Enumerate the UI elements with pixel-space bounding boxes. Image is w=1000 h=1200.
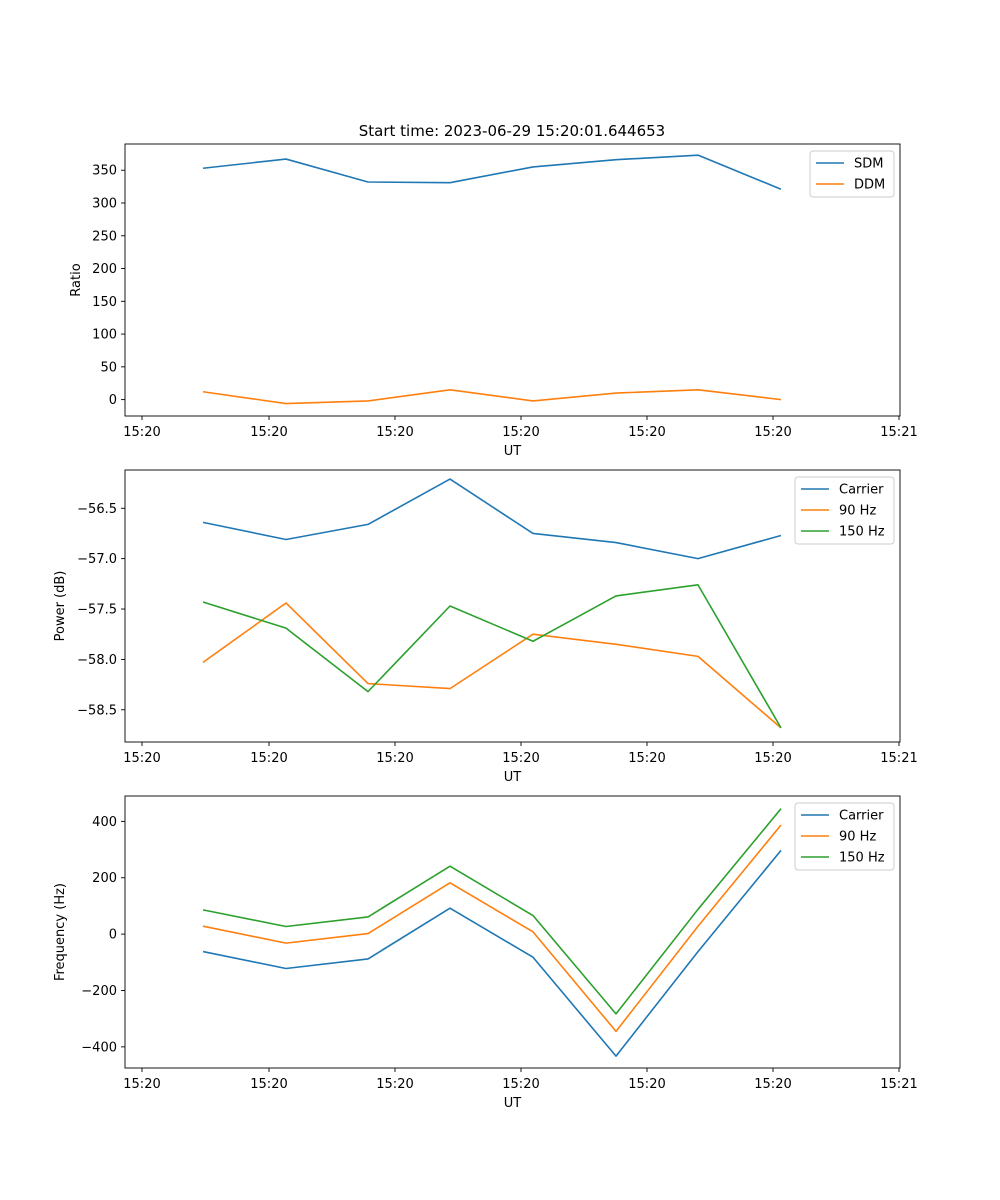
x-tick-label: 15:20 [376,425,413,440]
y-tick-label: 300 [92,196,117,211]
y-tick-label: 0 [109,928,117,943]
y-tick-label: −57.0 [77,552,117,567]
x-axis-label: UT [504,770,522,785]
legend-label: Carrier [839,483,884,498]
x-tick-label: 15:21 [880,1077,917,1092]
x-tick-label: 15:20 [123,1077,160,1092]
y-tick-label: 400 [92,815,117,830]
x-tick-label: 15:20 [628,1077,665,1092]
y-tick-label: −57.5 [77,603,117,618]
x-tick-label: 15:20 [628,425,665,440]
series-line-90-hz [202,602,782,729]
legend-label: SDM [854,157,883,172]
axes-frame [124,469,901,743]
y-tick-label: 200 [92,871,117,886]
y-tick-label: −200 [81,984,117,999]
y-tick-label: −56.5 [77,502,117,517]
figure-title: Start time: 2023-06-29 15:20:01.644653 [359,122,665,140]
legend-label: 150 Hz [839,525,885,540]
legend: SDM DDM [809,150,895,198]
legend-label: 90 Hz [839,504,876,519]
series-line-ddm [202,388,782,405]
panel-1: 0 50 100 150 200 250 300 350 15:20 15:20 15:20 15:2… [69,143,918,459]
y-tick-label: −58.0 [77,653,117,668]
x-tick-label: 15:20 [502,425,539,440]
x-tick-label: 15:20 [754,1077,791,1092]
x-tick-label: 15:20 [250,1077,287,1092]
x-axis-label: UT [504,444,522,459]
y-axis-label: Power (dB) [53,571,68,642]
series-line-90-hz [202,824,782,1033]
x-tick-label: 15:20 [250,751,287,766]
legend-label: DDM [854,178,885,193]
panel-3: −400 −200 0 200 400 15:20 15:20 15:20 15:20 15:20… [53,795,918,1111]
legend-label: 90 Hz [839,830,876,845]
legend-box [794,802,895,871]
series-line-carrier [202,478,782,560]
x-tick-label: 15:20 [250,425,287,440]
x-tick-label: 15:21 [880,425,917,440]
x-tick-label: 15:20 [123,751,160,766]
legend-label: 150 Hz [839,851,885,866]
panel-2: −58.5 −58.0 −57.5 −57.0 −56.5 15:20 15:20 15:20… [53,469,918,785]
y-tick-label: 250 [92,229,117,244]
series-line-sdm [202,154,782,190]
x-axis-label: UT [504,1096,522,1111]
x-tick-label: 15:20 [754,751,791,766]
x-tick-label: 15:20 [376,1077,413,1092]
series-line-carrier [202,849,782,1057]
x-tick-label: 15:20 [628,751,665,766]
axes-frame [124,143,901,417]
series-line-150-hz [202,584,782,729]
y-axis-label: Ratio [69,263,84,296]
y-tick-label: 200 [92,262,117,277]
x-tick-label: 15:20 [376,751,413,766]
x-tick-label: 15:21 [880,751,917,766]
legend-box [794,476,895,545]
y-tick-label: 50 [100,360,117,375]
legend: Carrier 90 Hz 150 Hz [794,476,895,545]
legend: Carrier 90 Hz 150 Hz [794,802,895,871]
x-tick-label: 15:20 [502,1077,539,1092]
y-axis-label: Frequency (Hz) [53,883,68,981]
y-tick-label: 100 [92,328,117,343]
legend-label: Carrier [839,809,884,824]
axes-frame [124,795,901,1069]
x-tick-label: 15:20 [754,425,791,440]
x-tick-label: 15:20 [123,425,160,440]
y-tick-label: 0 [109,393,117,408]
y-tick-label: −58.5 [77,703,117,718]
y-tick-label: 150 [92,295,117,310]
x-tick-label: 15:20 [502,751,539,766]
panels: 0 50 100 150 200 250 300 350 15:20 15:20 15:20 15:2… [53,143,918,1111]
series-line-150-hz [202,808,782,1015]
y-tick-label: 350 [92,164,117,179]
y-tick-label: −400 [81,1040,117,1055]
